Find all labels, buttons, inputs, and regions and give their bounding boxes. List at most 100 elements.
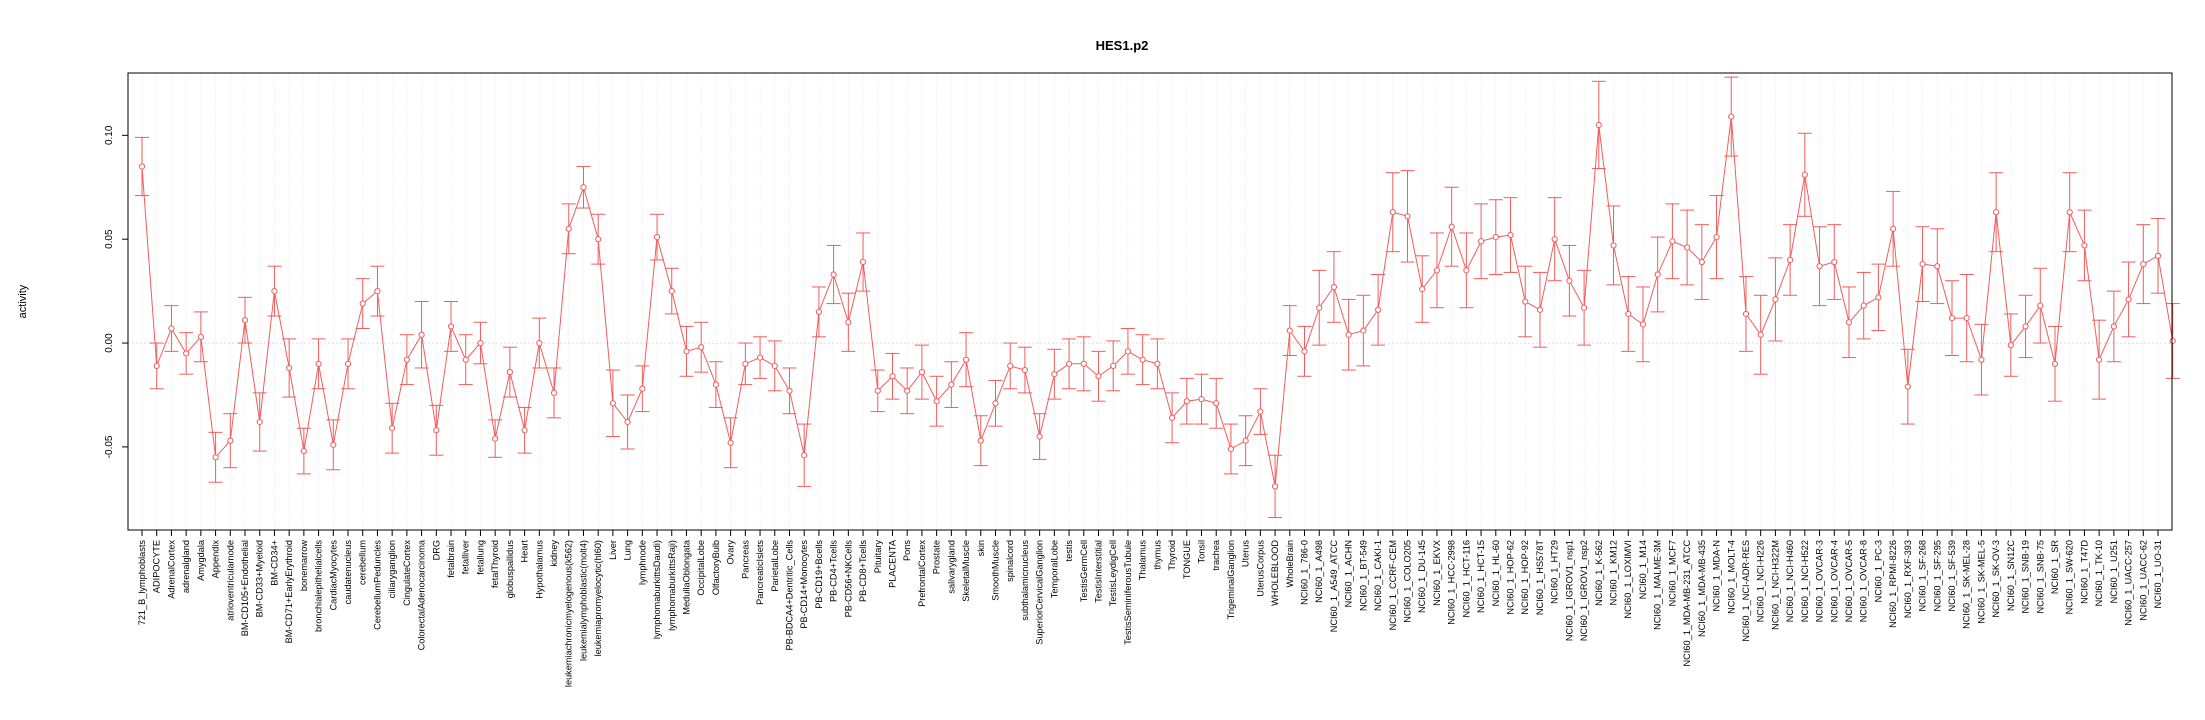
x-tick-label: Pituitary xyxy=(873,540,883,574)
x-tick-label: ColorectalAdenocarcinoma xyxy=(417,539,427,650)
data-point xyxy=(1948,315,1956,322)
x-tick-label: NCI60_1_NCI-H460 xyxy=(1785,540,1795,622)
x-tick-label: trachea xyxy=(1211,539,1221,571)
x-tick-label: NCI60_1_UACC-62 xyxy=(2138,540,2148,621)
data-point xyxy=(2125,296,2132,303)
x-tick-label: NCI60_1_MDA-N xyxy=(1712,540,1722,611)
x-tick-label: MedullaOblongata xyxy=(681,539,691,614)
data-point xyxy=(403,356,410,363)
x-tick-label: DRG xyxy=(431,540,441,560)
data-point xyxy=(1860,302,1867,309)
data-point xyxy=(1168,414,1176,421)
data-point xyxy=(1463,267,1470,274)
x-tick-label: NCI60_1_KM12 xyxy=(1609,540,1619,605)
x-tick-label: PrefrontalCortex xyxy=(917,540,927,607)
x-tick-label: kidney xyxy=(549,540,559,567)
data-point xyxy=(1477,238,1485,245)
x-tick-label: OlfactoryBulb xyxy=(711,540,721,595)
data-point xyxy=(1654,271,1661,278)
x-tick-label: NCI60_1_OVCAR-3 xyxy=(1815,540,1825,622)
x-tick-label: PB-CD4+Tcells xyxy=(829,540,839,602)
data-point xyxy=(801,452,808,459)
x-tick-label: salivarygland xyxy=(946,540,956,594)
data-point xyxy=(1242,437,1249,444)
x-tick-label: NCI60_1_OVCAR-8 xyxy=(1859,540,1869,622)
x-tick-label: Prostate xyxy=(932,540,942,574)
x-tick-label: NCI60_1_MDA-MB-435 xyxy=(1697,540,1707,637)
data-point xyxy=(1845,319,1853,326)
data-point xyxy=(1419,285,1426,293)
data-point xyxy=(1036,433,1043,440)
x-tick-label: cerebellum xyxy=(358,540,368,585)
data-point xyxy=(1316,304,1323,311)
data-point xyxy=(1713,234,1720,241)
data-point xyxy=(418,331,425,338)
data-point xyxy=(300,447,307,455)
data-point xyxy=(2096,356,2103,363)
x-tick-label: fetalbrain xyxy=(446,540,456,578)
x-tick-label: NCI60_1_K-562 xyxy=(1594,540,1604,606)
data-point xyxy=(859,258,867,266)
x-tick-label: CingulateCortex xyxy=(402,540,412,606)
data-point xyxy=(786,387,793,394)
y-tick-label: 0.00 xyxy=(104,333,115,353)
x-tick-label: Pancreas xyxy=(740,540,750,579)
x-tick-label: Thalamus xyxy=(1138,540,1148,581)
y-tick-label: 0.10 xyxy=(104,125,115,145)
x-tick-label: testis xyxy=(1064,540,1074,562)
x-tick-label: NCI60_1_DU-145 xyxy=(1417,540,1427,613)
data-point xyxy=(550,389,558,396)
data-point xyxy=(653,234,661,241)
data-point xyxy=(962,356,970,363)
x-tick-label: TestisInterstitial xyxy=(1093,540,1103,603)
data-point xyxy=(344,360,352,367)
data-point xyxy=(2051,360,2059,367)
data-point xyxy=(521,427,528,434)
x-tick-label: NCI60_1_SNB-75 xyxy=(2035,540,2045,614)
data-point xyxy=(1124,348,1132,355)
data-point xyxy=(1080,360,1087,367)
data-point xyxy=(138,163,146,170)
x-tick-label: leukemiapromyelocytic(hl60) xyxy=(593,540,603,656)
data-point xyxy=(1007,362,1014,369)
x-tick-label: NCI60_1_SK-OV-3 xyxy=(1991,540,2001,618)
data-point xyxy=(1139,356,1146,363)
x-tick-label: Heart xyxy=(520,540,530,563)
data-point xyxy=(1536,306,1544,313)
data-point xyxy=(1581,304,1588,311)
data-point xyxy=(536,339,543,347)
data-point xyxy=(1787,256,1794,264)
data-point xyxy=(1065,360,1073,367)
data-point xyxy=(830,271,837,278)
x-tick-label: NCI60_1_786-0 xyxy=(1300,540,1310,605)
x-tick-label: skin xyxy=(976,540,986,556)
series-activity xyxy=(135,76,2180,519)
data-point xyxy=(271,288,278,295)
data-point xyxy=(1816,263,1823,270)
data-point xyxy=(1875,294,1882,301)
x-tick-label: WHOLEBLOOD xyxy=(1270,540,1280,606)
x-tick-label: NCI60_1_NCI-H226 xyxy=(1756,540,1766,622)
data-point xyxy=(433,427,440,434)
data-point xyxy=(1669,238,1676,245)
x-tick-label: NCI60_1_HCT-116 xyxy=(1461,540,1471,617)
data-point xyxy=(756,354,764,361)
x-tick-label: NCI60_1_UACC-257 xyxy=(2124,540,2134,626)
x-tick-label: BM-CD33+Myeloid xyxy=(255,540,265,617)
data-point xyxy=(477,339,484,347)
x-tick-label: Pons xyxy=(902,540,912,561)
x-tick-label: Uterus xyxy=(1241,540,1251,567)
x-tick-label: NCI60_1_A549_ATCC xyxy=(1329,540,1339,633)
data-point xyxy=(1433,267,1441,274)
x-tick-label: AdrenalCortex xyxy=(166,540,176,599)
x-tick-label: atrioventricularnode xyxy=(225,540,235,621)
x-tick-label: thymus xyxy=(1152,540,1162,570)
data-point xyxy=(389,425,396,432)
x-tick-label: NCI60_1_SN12C xyxy=(2006,540,2016,611)
x-tick-label: TemporalLobe xyxy=(1049,540,1059,598)
data-point xyxy=(948,381,955,388)
data-point xyxy=(904,387,911,394)
x-tick-label: NCI60_1_PC-3 xyxy=(1873,540,1883,602)
x-tick-label: bronchialepithelialcells xyxy=(314,540,324,632)
